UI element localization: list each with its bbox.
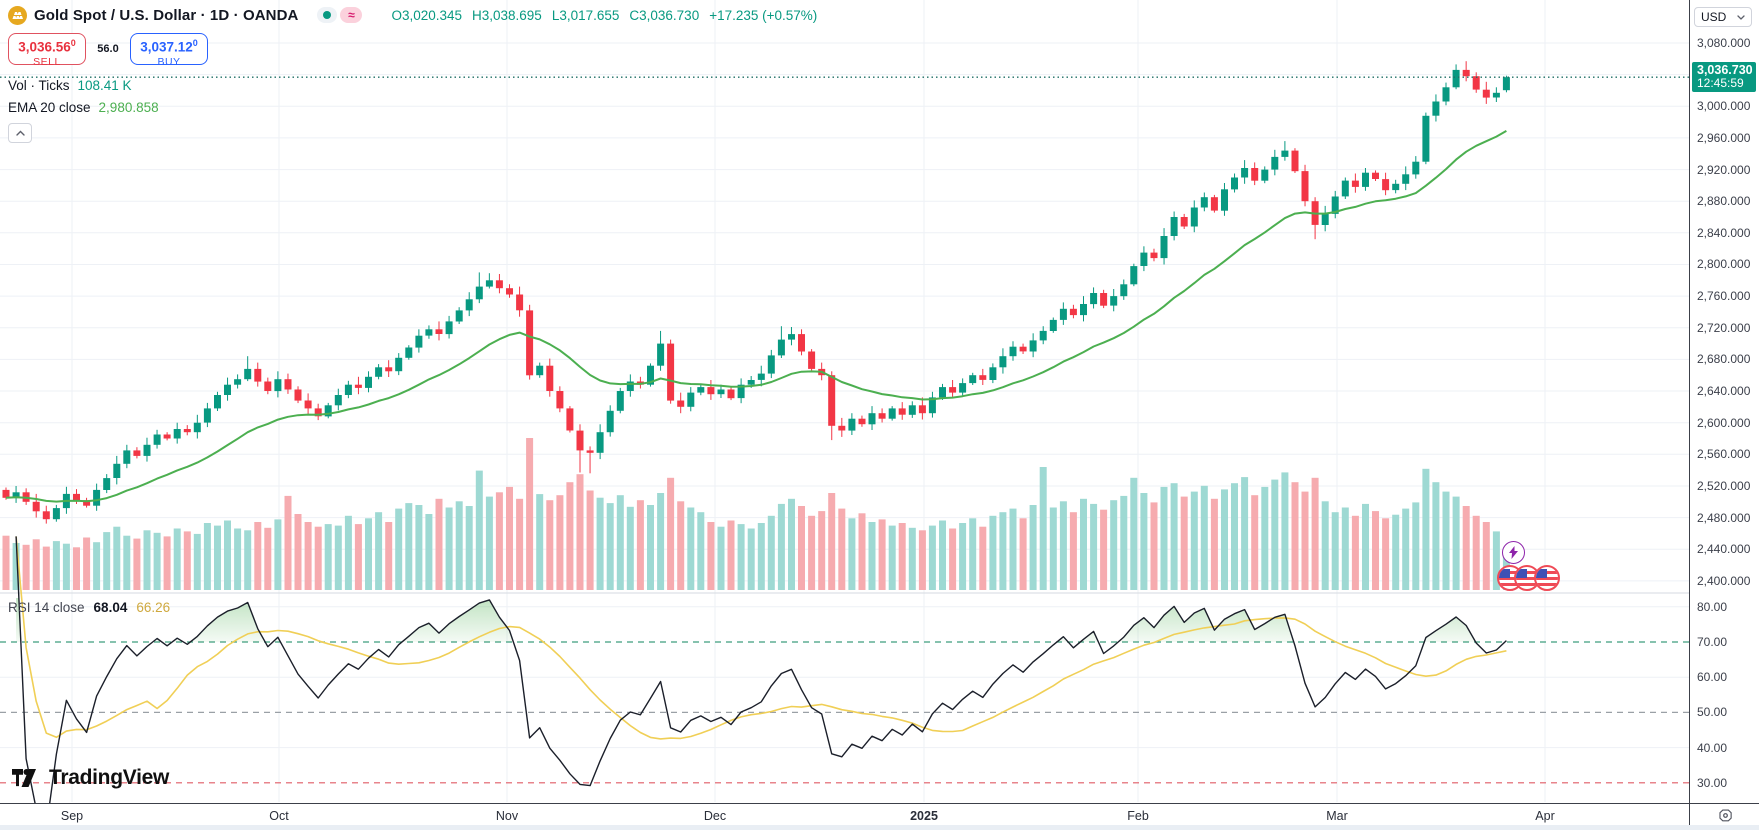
time-tick-label: Mar	[1326, 809, 1348, 823]
rsi-tick-label: 50.00	[1697, 705, 1728, 719]
rsi-tick-label: 40.00	[1697, 741, 1728, 755]
rsi-ma-value: 66.26	[136, 600, 171, 615]
watermark-text: TradingView	[49, 766, 170, 789]
price-tick-label: 2,640.000	[1697, 384, 1751, 398]
price-tick-label: 2,480.000	[1697, 511, 1751, 525]
tradingview-watermark: TradingView	[12, 766, 169, 790]
ohlc-values: O3,020.345 H3,038.695 L3,017.655 C3,036.…	[391, 8, 817, 23]
time-tick-label: Apr	[1535, 809, 1555, 823]
price-tick-label: 2,960.000	[1697, 131, 1751, 145]
economic-event-us-icon[interactable]	[1534, 565, 1560, 591]
rsi-tick-label: 80.00	[1697, 600, 1728, 614]
symbol-legend: Gold Spot / U.S. Dollar · 1D · OANDA ≈ O…	[8, 4, 817, 143]
idea-flash-icon[interactable]	[1502, 541, 1525, 564]
price-axis[interactable]: USD 3,036.730 12:45:59 3,080.000 3,000.00…	[1689, 0, 1759, 803]
volume-indicator-label[interactable]: Vol · Ticks	[8, 77, 70, 93]
bar-countdown: 12:45:59	[1697, 76, 1744, 90]
chart-pane[interactable]	[0, 0, 1689, 803]
last-price-value: 3,036.730	[1697, 63, 1753, 77]
price-tick-label: 2,600.000	[1697, 416, 1751, 430]
currency-selector[interactable]: USD	[1694, 7, 1752, 27]
time-axis[interactable]: Sep Oct Nov Dec 2025 Feb Mar Apr	[0, 803, 1689, 826]
axis-settings-icon	[1718, 808, 1732, 821]
price-tick-label: 2,520.000	[1697, 479, 1751, 493]
price-chart-canvas[interactable]	[0, 0, 1689, 803]
chevron-down-icon	[1737, 14, 1745, 20]
rsi-tick-label: 60.00	[1697, 670, 1728, 684]
price-tick-label: 2,880.000	[1697, 194, 1751, 208]
ohlc-low: L3,017.655	[551, 7, 620, 23]
tradingview-logo-icon	[12, 769, 36, 787]
time-tick-label: Nov	[495, 809, 519, 823]
price-tick-label: 2,440.000	[1697, 542, 1751, 556]
horizontal-scrollbar[interactable]	[0, 825, 1759, 830]
ema-indicator-value: 2,980.858	[98, 99, 159, 115]
price-tick-label: 2,680.000	[1697, 352, 1751, 366]
time-tick-label: Feb	[1127, 809, 1149, 823]
ohlc-open: O3,020.345	[391, 7, 462, 23]
time-tick-label: Oct	[269, 809, 289, 823]
axis-settings-corner[interactable]	[1689, 803, 1759, 826]
last-price-badge: 3,036.730 12:45:59	[1692, 62, 1756, 92]
sell-button[interactable]: 3,036.560 SELL	[8, 33, 86, 68]
time-tick-label: Dec	[703, 809, 727, 823]
gold-symbol-icon	[8, 5, 27, 25]
collapse-legend-button[interactable]	[8, 123, 32, 143]
rsi-tick-label: 30.00	[1697, 776, 1728, 790]
price-tick-label: 2,760.000	[1697, 289, 1751, 303]
price-tick-label: 2,840.000	[1697, 226, 1751, 240]
volume-indicator-value: 108.41 K	[77, 77, 132, 93]
time-tick-label: 2025	[910, 809, 938, 823]
rsi-tick-label: 70.00	[1697, 635, 1728, 649]
approx-data-icon[interactable]: ≈	[340, 7, 363, 23]
rsi-value: 68.04	[93, 600, 128, 615]
rsi-indicator-label[interactable]: RSI 14 close	[8, 600, 85, 615]
price-tick-label: 2,920.000	[1697, 163, 1751, 177]
currency-label: USD	[1701, 10, 1727, 24]
market-status-icon[interactable]	[317, 7, 338, 23]
price-tick-label: 2,560.000	[1697, 447, 1751, 461]
price-tick-label: 2,800.000	[1697, 257, 1751, 271]
chevron-up-icon	[15, 130, 25, 136]
symbol-title[interactable]: Gold Spot / U.S. Dollar · 1D · OANDA	[34, 6, 299, 24]
rsi-legend: RSI 14 close 68.04 66.26	[8, 600, 170, 615]
time-tick-label: Sep	[60, 809, 84, 823]
ohlc-high: H3,038.695	[472, 7, 542, 23]
ohlc-change: +17.235 (+0.57%)	[709, 7, 818, 23]
ohlc-close: C3,036.730	[629, 7, 700, 23]
spread-value: 56.0	[97, 43, 119, 55]
buy-button[interactable]: 3,037.120 BUY	[130, 33, 208, 68]
price-tick-label: 3,000.000	[1697, 99, 1751, 113]
price-tick-label: 3,080.000	[1697, 36, 1751, 50]
price-tick-label: 2,720.000	[1697, 321, 1751, 335]
price-tick-label: 2,400.000	[1697, 574, 1751, 588]
ema-indicator-label[interactable]: EMA 20 close	[8, 99, 91, 115]
